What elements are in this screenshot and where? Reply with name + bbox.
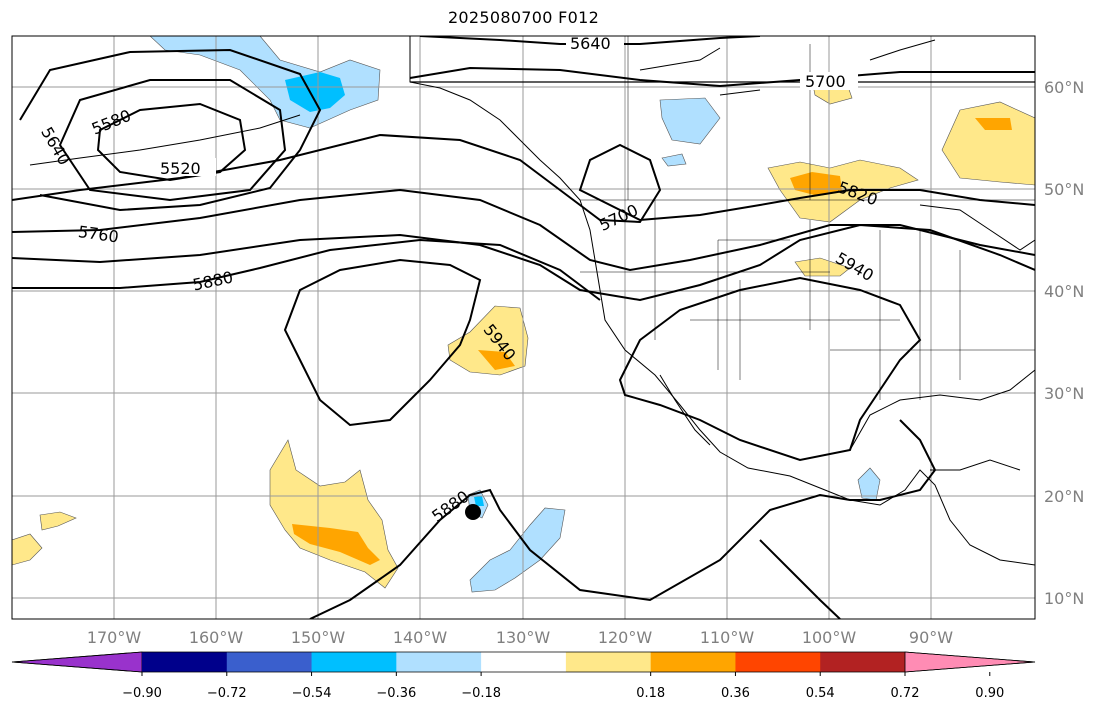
- colorbar-segment: [565, 652, 652, 672]
- contour-5640-low: [19, 48, 322, 212]
- colorbar-segment: [481, 652, 567, 672]
- contour-label-2: 5700: [805, 72, 846, 91]
- fill-yellow-east: [941, 101, 1035, 186]
- fill-yellow-west2: [39, 511, 77, 531]
- contour-5700-north: [409, 66, 1035, 88]
- colorbar-extend-high: [904, 651, 1036, 673]
- colorbar-tick-label: −0.72: [207, 686, 247, 701]
- colorbar-tick-label: −0.36: [376, 686, 416, 701]
- fill-light-blue-bc: [659, 97, 721, 145]
- storm-marker: [465, 504, 481, 520]
- fill-light-blue-gulf: [857, 467, 881, 501]
- lon-label-110w: 110°W: [700, 628, 755, 647]
- lat-labels: 60°N 50°N 40°N 30°N 20°N 10°N: [1044, 78, 1084, 608]
- state-borders: [409, 36, 1035, 400]
- contour-5520: [96, 102, 247, 182]
- fill-light-blue-epac: [469, 507, 566, 593]
- contour-5880-south: [309, 419, 937, 619]
- colorbar-tick-label: −0.54: [292, 686, 332, 701]
- lat-label-20: 20°N: [1044, 487, 1084, 506]
- lon-labels: 170°W 160°W 150°W 140°W 130°W 120°W 110°…: [87, 628, 953, 647]
- colorbar-tick-label: 0.72: [891, 686, 920, 701]
- fill-orange-hawaii: [292, 524, 380, 565]
- lat-label-50: 50°N: [1044, 180, 1084, 199]
- colorbar-segment: [396, 652, 482, 672]
- coastlines: [29, 36, 1035, 566]
- fill-orange-pacific: [478, 350, 515, 370]
- lon-label-170w: 170°W: [87, 628, 142, 647]
- contour-labels: 5640 5700 5580 5640 5520 5700 5820 5760 …: [37, 34, 880, 526]
- colorbar-tick-label: 0.36: [721, 686, 750, 701]
- fill-orange-east: [975, 118, 1012, 130]
- map-title: 2025080700 F012: [447, 8, 600, 27]
- colorbar-tick-label: −0.18: [461, 686, 501, 701]
- lat-label-30: 30°N: [1044, 384, 1084, 403]
- colorbar-extend-low: [11, 651, 143, 673]
- colorbar-segment: [142, 652, 228, 672]
- lat-label-10: 10°N: [1044, 589, 1084, 608]
- contour-5580: [58, 79, 287, 202]
- lon-label-160w: 160°W: [189, 628, 244, 647]
- contour-label-1: 5640: [570, 34, 611, 53]
- colorbar-tick-label: 0.90: [975, 686, 1004, 701]
- contour-5700-ridge: [12, 133, 1035, 224]
- map-frame: [11, 35, 1036, 620]
- lon-label-150w: 150°W: [291, 628, 346, 647]
- lat-label-60: 60°N: [1044, 78, 1084, 97]
- contour-5820: [12, 223, 1035, 302]
- fill-blue-alaska: [285, 72, 345, 112]
- fill-light-blue-small: [661, 153, 687, 167]
- lon-label-130w: 130°W: [496, 628, 551, 647]
- contour-5940-us: [618, 276, 922, 462]
- fill-blue-hurr: [474, 496, 484, 506]
- colorbar-tick-label: −0.90: [122, 686, 162, 701]
- fill-yellow-west: [12, 533, 43, 566]
- lon-label-140w: 140°W: [393, 628, 448, 647]
- colorbar: −0.90 −0.72 −0.54 −0.36 −0.18 0.18 0.36 0.54 0.7…: [11, 651, 1036, 701]
- contour-label-5: 5520: [160, 159, 201, 178]
- lon-label-90w: 90°W: [909, 628, 953, 647]
- contour-5880-main: [12, 238, 601, 301]
- colorbar-segment: [650, 652, 736, 672]
- contour-5760: [12, 188, 1035, 272]
- colorbar-segment: [735, 652, 821, 672]
- fill-yellow-plains: [794, 257, 851, 277]
- contour-5880-south2: [759, 539, 841, 619]
- graticule: [12, 36, 1035, 619]
- lat-label-40: 40°N: [1044, 282, 1084, 301]
- colorbar-segment: [820, 652, 906, 672]
- colorbar-tick-label: 0.54: [806, 686, 835, 701]
- colorbar-segment: [311, 652, 397, 672]
- contour-5940-pac: [283, 258, 482, 427]
- colorbar-segment: [226, 652, 313, 672]
- colorbar-tick-label: 0.18: [636, 686, 665, 701]
- lon-label-100w: 100°W: [802, 628, 857, 647]
- lon-label-120w: 120°W: [598, 628, 653, 647]
